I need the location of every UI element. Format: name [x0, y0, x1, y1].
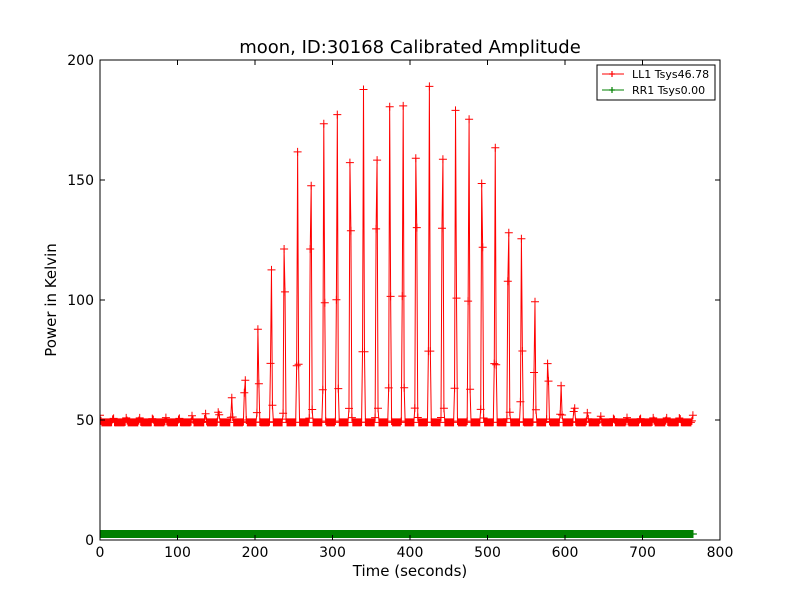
- legend-label-rr1: RR1 Tsys0.00: [632, 84, 705, 97]
- legend-box: [596, 64, 716, 101]
- y-tick-label: 50: [76, 413, 94, 429]
- y-tick-label: 0: [85, 533, 94, 549]
- series-rr1: [100, 530, 697, 538]
- series-ll1: [100, 82, 697, 427]
- series-rr1-markers: [100, 530, 697, 538]
- chart-title: moon, ID:30168 Calibrated Amplitude: [239, 37, 581, 58]
- legend-label-ll1: LL1 Tsys46.78: [632, 68, 709, 81]
- x-tick-label: 0: [96, 545, 105, 561]
- x-tick-label: 200: [242, 545, 269, 561]
- legend: LL1 Tsys46.78 RR1 Tsys0.00: [596, 64, 716, 101]
- series-layer: [100, 82, 697, 538]
- x-tick-label: 400: [397, 545, 424, 561]
- y-tick-label: 150: [67, 173, 94, 189]
- x-tick-label: 100: [164, 545, 191, 561]
- x-tick-label: 700: [629, 545, 656, 561]
- x-axis-label: Time (seconds): [352, 562, 468, 580]
- y-tick-label: 200: [67, 53, 94, 69]
- series-ll1-markers: [100, 82, 697, 427]
- y-tick-label: 100: [67, 293, 94, 309]
- x-tick-label: 300: [319, 545, 346, 561]
- x-tick-label: 600: [552, 545, 579, 561]
- y-axis-label: Power in Kelvin: [42, 243, 60, 357]
- legend-marker-rr1: [609, 87, 615, 93]
- plot-area: [100, 82, 697, 538]
- ticks-layer: 0 100 200 300 400 500 600 700 800 0 50 100 150 200: [67, 53, 733, 561]
- legend-marker-ll1: [609, 71, 615, 77]
- x-tick-label: 500: [474, 545, 501, 561]
- x-tick-label: 800: [707, 545, 734, 561]
